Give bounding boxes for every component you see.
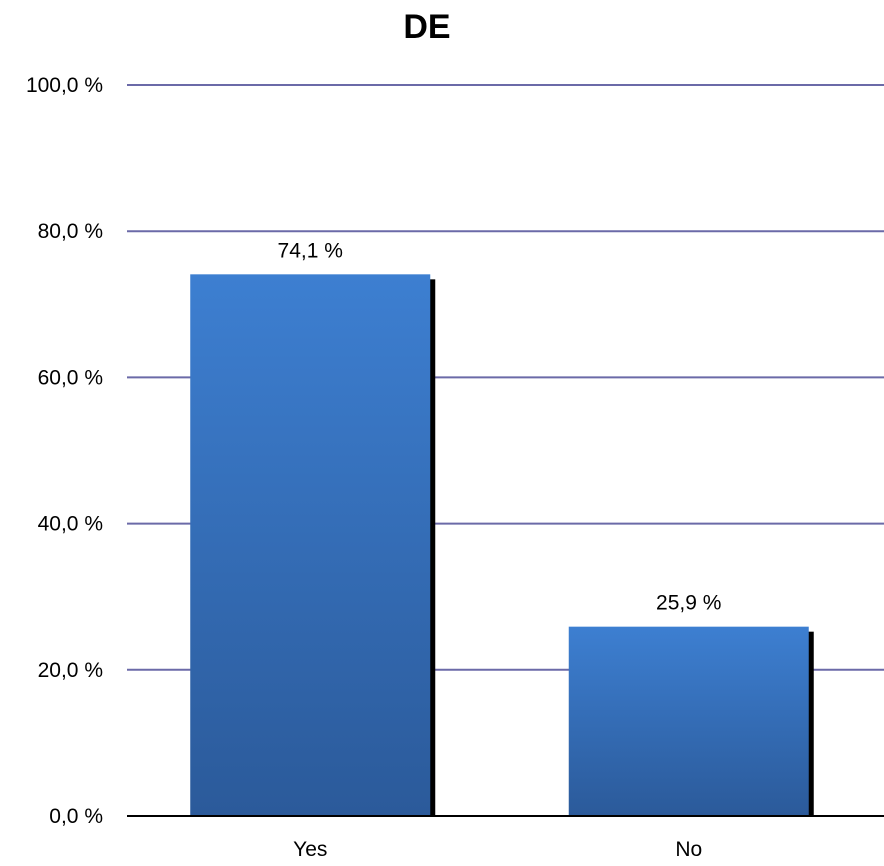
y-tick-label: 40,0 % xyxy=(38,513,103,536)
data-label: 74,1 % xyxy=(278,239,343,262)
x-category-label: Yes xyxy=(293,838,327,861)
y-axis-tick-labels: 0,0 % 20,0 % 40,0 % 60,0 % 80,0 % 100,0 % xyxy=(26,74,103,828)
data-labels: 74,1 % 25,9 % xyxy=(278,239,722,614)
x-category-label: No xyxy=(675,838,702,861)
bar-no xyxy=(568,626,809,816)
bar-yes xyxy=(190,274,431,817)
y-tick-label: 100,0 % xyxy=(26,74,103,97)
y-tick-label: 80,0 % xyxy=(38,220,103,243)
y-tick-label: 0,0 % xyxy=(49,805,103,828)
chart-title: DE xyxy=(403,8,450,46)
y-tick-label: 20,0 % xyxy=(38,659,103,682)
bars xyxy=(190,274,814,817)
y-tick-label: 60,0 % xyxy=(38,366,103,389)
x-axis-category-labels: Yes No xyxy=(293,838,702,861)
data-label: 25,9 % xyxy=(656,592,721,615)
